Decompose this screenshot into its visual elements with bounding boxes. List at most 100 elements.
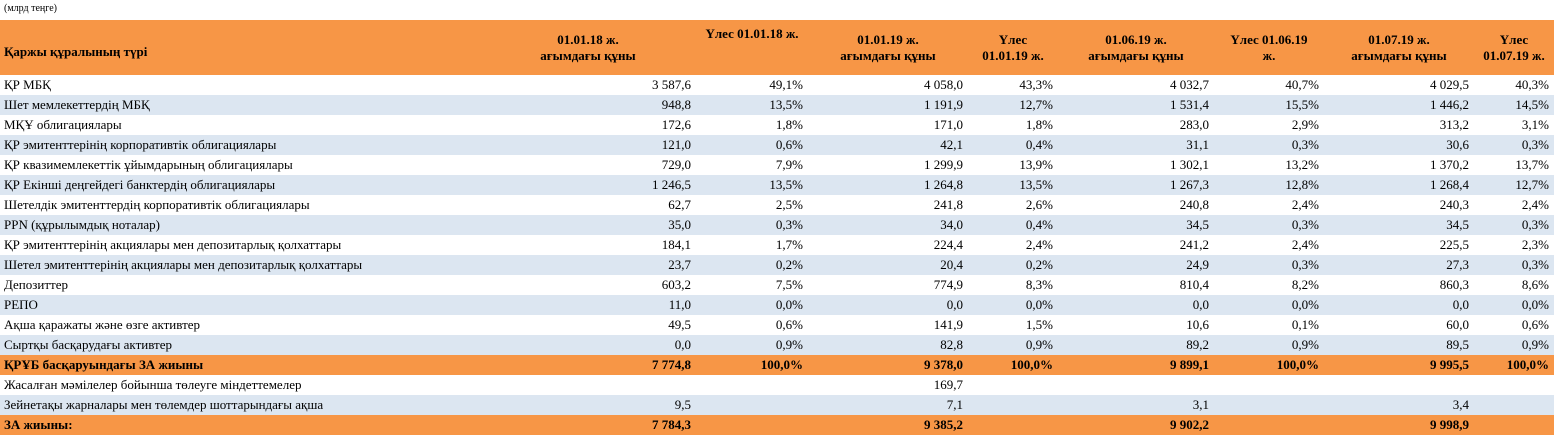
row-label: ЗА жиыны: <box>0 415 480 435</box>
cell-value: 7,1 <box>808 395 968 415</box>
cell-value: 0,9% <box>1474 335 1554 355</box>
cell-value: 7,9% <box>775 157 803 172</box>
cell-value: 13,9% <box>1019 157 1053 172</box>
header-col-1: 01.01.18 ж. ағымдағы құны <box>480 20 696 75</box>
cell-value: 9,5 <box>480 395 696 415</box>
header-col-5: 01.06.19 ж. ағымдағы құны <box>1058 20 1214 75</box>
cell-value: 172,6 <box>661 117 691 132</box>
cell-value: 60,0 <box>1446 317 1469 332</box>
row-label: Депозиттер <box>4 277 68 292</box>
cell-value <box>1474 375 1554 395</box>
cell-value: 0,0% <box>1474 295 1554 315</box>
table-row: ҚР квазимемлекеттік ұйымдарының облигаци… <box>0 155 1554 175</box>
header-col-2: Үлес 01.01.18 ж. <box>696 20 808 75</box>
cell-value: 1 370,2 <box>1430 157 1469 172</box>
row-label: ҚР эмитенттерінің акциялары мен депозита… <box>4 237 342 252</box>
cell-value: 0,3% <box>1214 255 1324 275</box>
cell-value: 1,8% <box>1025 117 1053 132</box>
cell-value: 2,3% <box>1521 237 1549 252</box>
cell-value: 0,3% <box>1214 215 1324 235</box>
cell-value: 34,0 <box>808 215 968 235</box>
row-label: ҚР МБҚ <box>4 77 51 92</box>
cell-value: 241,2 <box>1179 237 1209 252</box>
cell-value: 12,7% <box>1474 175 1554 195</box>
table-row: Депозиттер 603,2 7,5% 774,9 8,3% 810,4 8,2% 860… <box>0 275 1554 295</box>
cell-value <box>968 395 1058 415</box>
cell-value: 3,1% <box>1521 117 1549 132</box>
cell-value: 3,1 <box>1058 395 1214 415</box>
cell-value: 0,9% <box>968 335 1058 355</box>
cell-value: 8,6% <box>1521 277 1549 292</box>
cell-value: 9 998,9 <box>1324 415 1474 435</box>
cell-value: 40,7% <box>1285 77 1319 92</box>
cell-value: 2,4% <box>1521 197 1549 212</box>
cell-value: 0,3% <box>1474 255 1554 275</box>
cell-value: 0,2% <box>696 255 808 275</box>
cell-value: 184,1 <box>661 237 691 252</box>
cell-value: 40,3% <box>1515 77 1549 92</box>
cell-value: 1 302,1 <box>1170 157 1209 172</box>
row-label: Сыртқы басқарудағы активтер <box>0 335 480 355</box>
table-row: ҚР Екінші деңгейдегі банктердің облигаци… <box>0 175 1554 195</box>
cell-value: 100,0% <box>696 355 808 375</box>
cell-value: 121,0 <box>480 135 696 155</box>
cell-value <box>1214 395 1324 415</box>
row-label: ҚР квазимемлекеттік ұйымдарының облигаци… <box>4 157 293 172</box>
assets-table: Қаржы құралының түрі 01.01.18 ж. ағымдағы… <box>0 20 1554 435</box>
table-row: ҚР эмитенттерінің акциялары мен депозита… <box>0 235 1554 255</box>
cell-value <box>1324 375 1474 395</box>
cell-value: 9 378,0 <box>808 355 968 375</box>
cell-value: 7 784,3 <box>480 415 696 435</box>
row-label: МҚҰ облигациялары <box>4 117 122 132</box>
cell-value: 42,1 <box>808 135 968 155</box>
cell-value: 24,9 <box>1058 255 1214 275</box>
cell-value: 35,0 <box>480 215 696 235</box>
cell-value: 141,9 <box>933 317 963 332</box>
row-label: Шет мемлекеттердің МБҚ <box>0 95 480 115</box>
cell-value: 729,0 <box>661 157 691 172</box>
cell-value: 9 995,5 <box>1324 355 1474 375</box>
cell-value: 224,4 <box>933 237 963 252</box>
cell-value: 2,4% <box>1025 237 1053 252</box>
cell-value: 14,5% <box>1474 95 1554 115</box>
cell-value: 34,5 <box>1324 215 1474 235</box>
cell-value: 860,3 <box>1439 277 1469 292</box>
cell-value: 0,9% <box>696 335 808 355</box>
cell-value: 11,0 <box>480 295 696 315</box>
cell-value: 9 902,2 <box>1058 415 1214 435</box>
cell-value: 0,4% <box>968 215 1058 235</box>
cell-value: 15,5% <box>1214 95 1324 115</box>
cell-value: 62,7 <box>668 197 691 212</box>
table-row: Шет мемлекеттердің МБҚ 948,8 13,5% 1 191,9 1… <box>0 95 1554 115</box>
cell-value <box>1214 375 1324 395</box>
cell-value: 0,3% <box>696 215 808 235</box>
table-row: ҚР эмитенттерінің корпоративтік облигаци… <box>0 135 1554 155</box>
cell-value: 0,3% <box>1214 135 1324 155</box>
cell-value: 810,4 <box>1179 277 1209 292</box>
unit-note: (млрд теңге) <box>4 3 58 14</box>
cell-value: 0,3% <box>1474 135 1554 155</box>
cell-value: 0,0 <box>1058 295 1214 315</box>
cell-value: 0,9% <box>1214 335 1324 355</box>
cell-value: 169,7 <box>933 377 963 392</box>
table-row: Жасалған мәмілелер бойынша төлеуге мінде… <box>0 375 1554 395</box>
cell-value: 13,5% <box>696 95 808 115</box>
cell-value: 774,9 <box>933 277 963 292</box>
table-row: Сыртқы басқарудағы активтер 0,0 0,9% 82,8 0,… <box>0 335 1554 355</box>
cell-value: 2,4% <box>1291 237 1319 252</box>
cell-value <box>968 415 1058 435</box>
cell-value: 49,1% <box>769 77 803 92</box>
row-label: ҚР Екінші деңгейдегі банктердің облигаци… <box>0 175 480 195</box>
cell-value: 240,8 <box>1179 197 1209 212</box>
cell-value: 1 267,3 <box>1058 175 1214 195</box>
cell-value <box>1214 415 1324 435</box>
table-body: ҚР МБҚ 3 587,6 49,1% 4 058,0 43,3% 4 032,7 40,… <box>0 75 1554 435</box>
header-col-3: 01.01.19 ж. ағымдағы құны <box>808 20 968 75</box>
cell-value: 12,7% <box>968 95 1058 115</box>
cell-value: 89,5 <box>1324 335 1474 355</box>
cell-value: 3 587,6 <box>652 77 691 92</box>
cell-value: 2,4% <box>1291 197 1319 212</box>
cell-value: 0,0 <box>808 295 968 315</box>
table-row: PPN (құрылымдық ноталар) 35,0 0,3% 34,0 0,4%… <box>0 215 1554 235</box>
cell-value <box>696 395 808 415</box>
